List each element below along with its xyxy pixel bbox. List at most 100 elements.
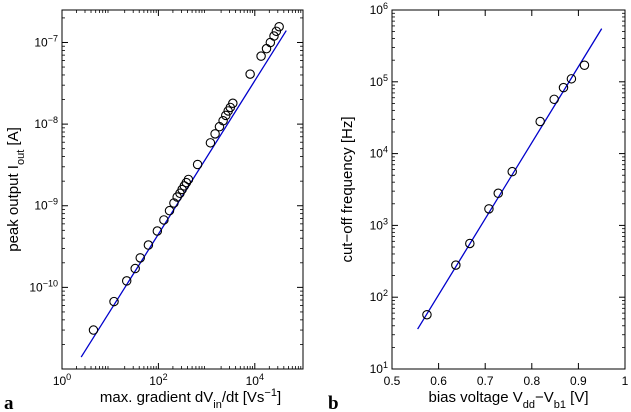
y-tick-exponent: 2 [383, 288, 388, 298]
y-tick-exponent: 5 [383, 73, 388, 83]
fit-line-b [417, 28, 603, 330]
y-tick-exponent: −7 [48, 33, 58, 43]
x-tick-exponent: 0 [66, 372, 71, 382]
x-tick-label: 0.9 [570, 374, 587, 388]
x-tick-exponent: 4 [259, 372, 264, 382]
x-tick-label: 0.5 [384, 374, 401, 388]
y-tick-base: 10 [370, 147, 384, 161]
data-point [465, 238, 475, 249]
y-tick-label: 10−9 [34, 197, 58, 213]
data-point [271, 26, 282, 37]
y-tick-base: 10 [34, 199, 48, 213]
data-point [221, 110, 231, 121]
data-point [183, 174, 194, 185]
x-tick-exponent: 2 [163, 372, 168, 382]
x-tick-base: 10 [53, 374, 67, 388]
x-axis-label-part-3: b1 [554, 399, 566, 411]
x-tick-label: 0.7 [477, 374, 494, 388]
x-tick-base: 1 [622, 374, 629, 388]
data-point [164, 205, 175, 216]
y-axis-label-part-1: out [15, 150, 27, 165]
data-point [566, 74, 577, 84]
data-point [135, 253, 145, 263]
y-axis-label-a: peak output Iout [A] [5, 127, 27, 252]
y-tick-exponent: 4 [383, 145, 388, 155]
x-axis-label-part-3: −1 [264, 387, 277, 399]
y-tick-exponent: 6 [383, 1, 388, 11]
data-point [88, 325, 99, 335]
y-tick-base: 10 [370, 75, 384, 89]
x-axis-label-part-0: bias voltage V [428, 389, 522, 406]
data-point [507, 166, 517, 177]
y-tick-label: 10−8 [34, 115, 58, 131]
x-tick-base: 0.5 [384, 374, 401, 388]
data-point [130, 263, 140, 274]
x-tick-label: 104 [246, 372, 264, 388]
data-point [169, 198, 179, 208]
y-tick-exponent: 3 [383, 216, 388, 226]
x-tick-label: 0.6 [430, 374, 447, 388]
data-point [549, 94, 559, 105]
y-tick-label: 101 [370, 360, 388, 376]
plot-frame-a [61, 9, 304, 370]
data-point [261, 43, 272, 54]
x-axis-label-part-1: in [213, 399, 222, 411]
x-axis-label-part-2: −V [535, 389, 554, 406]
data-point [493, 188, 503, 199]
data-point [152, 226, 163, 236]
data-point [205, 138, 216, 148]
x-axis-label-b: bias voltage Vdd−Vb1 [V] [428, 389, 588, 411]
y-tick-label: 102 [370, 288, 388, 304]
y-tick-exponent: 1 [383, 360, 388, 370]
data-point [256, 51, 266, 61]
y-tick-base: 10 [370, 3, 384, 17]
x-axis-label-part-0: max. gradient dV [100, 389, 213, 406]
x-tick-base: 0.6 [430, 374, 447, 388]
data-point [265, 37, 276, 48]
y-tick-label: 106 [370, 1, 388, 17]
x-tick-label: 100 [53, 372, 71, 388]
data-point [274, 21, 284, 32]
x-axis-label-part-4: [V] [566, 389, 589, 406]
x-tick-base: 10 [149, 374, 163, 388]
data-point [181, 177, 192, 188]
y-tick-base: 10 [29, 280, 43, 294]
x-tick-base: 0.8 [523, 374, 540, 388]
y-tick-exponent: −9 [48, 197, 58, 207]
y-tick-base: 10 [370, 290, 384, 304]
panel-label-a: a [4, 393, 14, 412]
data-point [579, 60, 590, 71]
y-tick-label: 103 [370, 216, 388, 232]
x-axis-label-part-2: /dt [Vs [222, 389, 265, 406]
data-point [210, 129, 220, 139]
y-tick-base: 10 [370, 218, 384, 232]
x-tick-base: 10 [246, 374, 260, 388]
y-tick-label: 104 [370, 145, 388, 161]
x-axis-label-part-4: ] [277, 389, 281, 406]
y-tick-exponent: −10 [43, 278, 58, 288]
y-tick-exponent: −8 [48, 115, 58, 125]
data-point [121, 276, 132, 286]
data-point [535, 116, 545, 127]
x-tick-label: 102 [149, 372, 167, 388]
data-point [192, 159, 203, 170]
data-point [245, 69, 255, 79]
x-axis-label-part-1: dd [523, 399, 535, 411]
data-point [269, 31, 279, 41]
x-tick-base: 0.7 [477, 374, 494, 388]
data-point [218, 115, 228, 126]
data-point [143, 240, 154, 250]
data-point [422, 309, 432, 320]
y-tick-label: 10−10 [29, 278, 58, 294]
y-tick-label: 105 [370, 73, 388, 89]
data-point [228, 98, 238, 109]
data-point [484, 204, 494, 214]
data-point [109, 296, 119, 307]
y-axis-label-part-2: [A] [5, 127, 22, 150]
x-tick-label: 0.8 [523, 374, 540, 388]
y-tick-base: 10 [34, 117, 48, 131]
data-point [451, 260, 461, 270]
